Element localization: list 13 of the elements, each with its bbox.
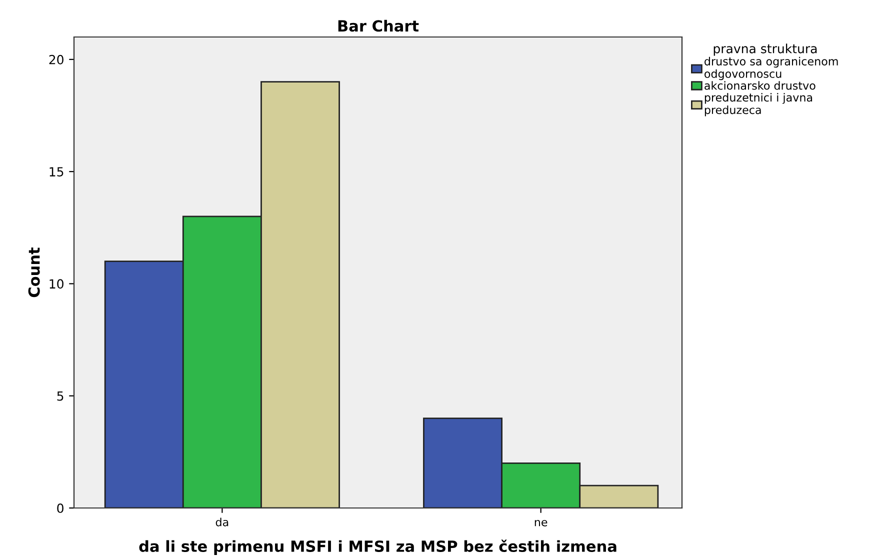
x-tick-label: ne (534, 520, 548, 526)
legend-title: pravna struktura (714, 44, 817, 56)
legend-label: akcionarsko drustvo (704, 81, 816, 90)
chart-title: Bar Chart (338, 20, 419, 32)
legend-label: preduzetnici i javna preduzeca (704, 93, 812, 116)
x-axis-title: da li ste primenu MSFI i MFSI za MSP bez čestih izmena (139, 540, 616, 555)
y-tick-label: 20 (49, 54, 64, 64)
y-axis-title: Count (28, 247, 40, 298)
x-tick-label: da (216, 518, 228, 526)
y-tick-label: 15 (50, 167, 64, 176)
y-tick-label: 5 (57, 391, 64, 401)
y-tick-label: 10 (50, 279, 64, 289)
y-tick-label: 0 (57, 503, 64, 513)
